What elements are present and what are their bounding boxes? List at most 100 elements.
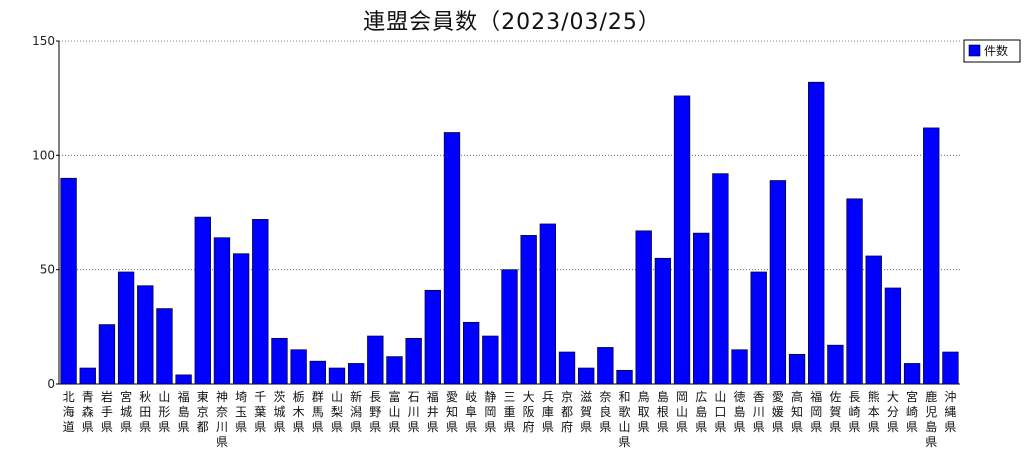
bar (271, 337, 288, 385)
bar (558, 351, 576, 385)
x-tick-label: 青森県 (82, 390, 94, 434)
x-tick-label: 宮崎県 (906, 389, 918, 434)
bar (290, 349, 307, 385)
x-tick-label: 長野県 (369, 390, 381, 434)
x-tick-label: 熊本県 (868, 389, 880, 434)
x-axis-labels: 北海道青森県岩手県宮城県秋田県山形県福島県東京都神奈川県埼玉県千葉県茨城県栃木県… (63, 389, 957, 449)
x-tick-label: 茨城県 (273, 390, 285, 434)
bar (539, 223, 556, 385)
x-tick-label: 和歌山県 (619, 390, 631, 449)
x-tick-label: 広島県 (695, 390, 707, 434)
legend-swatch (968, 44, 981, 57)
bar (827, 344, 844, 385)
bar (482, 335, 499, 385)
x-tick-label: 大阪府 (523, 390, 535, 434)
x-tick-label: 宮城県 (120, 389, 132, 434)
bar (673, 95, 691, 385)
x-tick-label: 山形県 (158, 390, 170, 434)
x-tick-label: 高知県 (791, 389, 803, 434)
bar (616, 369, 633, 385)
bars (60, 81, 959, 385)
bar (903, 363, 921, 385)
bar (578, 367, 595, 385)
bar (884, 287, 902, 385)
bar (79, 367, 96, 385)
x-tick-label: 滋賀県 (580, 390, 592, 434)
bar (712, 173, 729, 385)
x-tick-label: 富山県 (388, 389, 400, 434)
bar (367, 335, 384, 385)
x-tick-label: 群馬県 (312, 390, 324, 434)
x-tick-label: 福島県 (178, 389, 190, 434)
x-tick-label: 奈良県 (599, 390, 611, 434)
x-tick-label: 香川県 (753, 390, 765, 434)
x-tick-label: 岩手県 (101, 389, 113, 434)
x-tick-label: 徳島県 (734, 389, 746, 434)
bar (693, 232, 710, 385)
legend-label: 件数 (984, 43, 1008, 58)
y-tick-label: 50 (40, 263, 55, 277)
bar (309, 360, 326, 385)
x-tick-label: 岐阜県 (465, 390, 477, 434)
bar (232, 253, 250, 385)
bar (462, 321, 480, 385)
x-tick-label: 岡山県 (676, 390, 688, 434)
bar (117, 271, 135, 385)
bar (194, 216, 211, 385)
x-tick-label: 愛媛県 (772, 390, 784, 434)
x-tick-label: 鳥取県 (638, 389, 650, 434)
bar (520, 235, 537, 385)
x-tick-label: 福井県 (427, 389, 439, 434)
bar (175, 374, 192, 385)
y-tick-label: 0 (47, 377, 55, 391)
x-tick-label: 大分県 (887, 390, 899, 434)
bar (424, 289, 441, 385)
bar (635, 230, 652, 385)
x-tick-label: 愛知県 (446, 390, 458, 434)
bar (60, 177, 77, 385)
x-tick-label: 山梨県 (331, 390, 343, 434)
bar (942, 351, 959, 385)
x-tick-label: 山口県 (714, 390, 726, 434)
x-tick-label: 栃木県 (293, 390, 305, 434)
x-tick-label: 北海道 (63, 390, 75, 434)
bar (328, 367, 346, 385)
bar (750, 271, 767, 385)
bar (386, 356, 403, 385)
y-tick-label: 100 (32, 148, 55, 162)
x-tick-label: 新潟県 (350, 389, 362, 434)
x-tick-label: 秋田県 (139, 390, 151, 434)
x-tick-label: 東京都 (197, 390, 209, 434)
bar (808, 81, 825, 385)
bar (769, 180, 787, 385)
bar (156, 308, 173, 385)
y-tick-label: 150 (32, 34, 55, 48)
bar (252, 219, 269, 385)
bar (501, 269, 518, 385)
bar (846, 198, 863, 385)
x-tick-label: 神奈川県 (216, 390, 228, 449)
x-tick-label: 鹿児島県 (925, 389, 937, 449)
bar (405, 337, 422, 385)
bar (347, 363, 365, 385)
x-tick-label: 長崎県 (849, 390, 861, 434)
bar (654, 257, 672, 385)
legend: 件数 (963, 39, 1021, 63)
bar (731, 349, 748, 385)
x-tick-label: 千葉県 (254, 390, 266, 434)
bar (865, 255, 882, 385)
x-tick-label: 静岡県 (484, 390, 496, 434)
bar (597, 347, 614, 385)
x-tick-label: 埼玉県 (235, 390, 247, 434)
x-tick-label: 島根県 (657, 389, 669, 434)
gridlines (59, 40, 960, 271)
x-tick-label: 佐賀県 (829, 390, 841, 434)
x-tick-label: 三重県 (503, 390, 515, 434)
x-tick-label: 京都府 (561, 390, 573, 434)
x-tick-label: 福岡県 (810, 389, 822, 434)
x-tick-label: 兵庫県 (542, 390, 554, 434)
bar (98, 324, 116, 385)
bar (137, 285, 154, 385)
x-tick-label: 石川県 (408, 390, 420, 434)
